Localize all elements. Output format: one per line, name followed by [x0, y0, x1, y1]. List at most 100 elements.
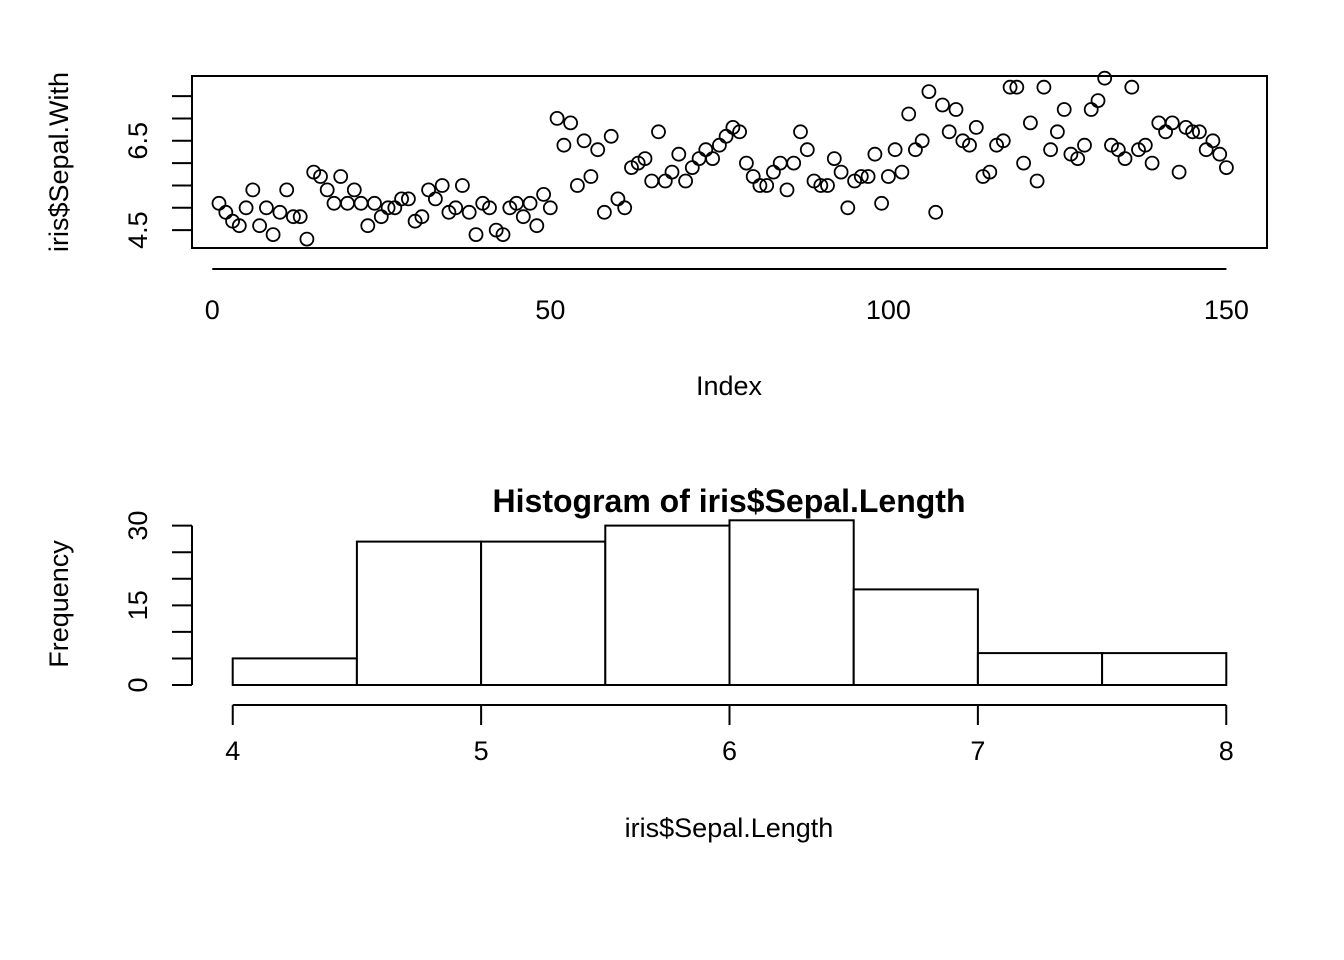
scatter-point: [1205, 133, 1221, 149]
scatter-point: [610, 191, 626, 207]
scatter-point: [881, 169, 896, 184]
scatter-point: [583, 169, 599, 184]
scatter-point: [732, 124, 747, 140]
scatter-point: [360, 218, 376, 234]
scatter-y-axis: 4.5 6.5: [123, 95, 192, 249]
scatter-point: [698, 142, 714, 158]
scatter-point: [1219, 160, 1234, 176]
scatter-point: [962, 137, 977, 153]
scatter-point: [434, 178, 450, 193]
scatter-y-tick-label: 6.5: [123, 122, 153, 160]
scatter-point: [671, 146, 687, 162]
scatter-point: [766, 164, 781, 180]
scatter-point: [373, 209, 389, 225]
scatter-point: [1083, 102, 1099, 117]
scatter-point: [515, 209, 531, 225]
scatter-point: [231, 218, 247, 234]
scatter-point: [1164, 115, 1180, 131]
scatter-point: [1171, 164, 1187, 180]
scatter-point: [326, 195, 342, 211]
scatter-point: [678, 173, 693, 189]
scatter-point: [353, 195, 369, 211]
scatter-point: [603, 128, 619, 144]
scatter-point: [1137, 137, 1153, 153]
scatter-point: [921, 84, 937, 99]
scatter-point: [279, 182, 295, 198]
scatter-point: [840, 200, 856, 216]
scatter-point: [563, 115, 578, 131]
scatter-point: [901, 106, 917, 122]
scatter-point: [549, 111, 565, 126]
scatter-point: [556, 137, 572, 153]
scatter-x-tick-label: 100: [866, 295, 911, 325]
histogram-bar: [480, 540, 607, 686]
histogram-y-tick-label: 15: [123, 590, 153, 620]
scatter-point: [779, 182, 795, 198]
scatter-point: [745, 169, 761, 184]
histogram-x-axis: 4 5 6 7 8: [225, 704, 1234, 766]
histogram-x-tick-label: 5: [474, 736, 489, 766]
histogram-x-tick-label: 4: [225, 736, 240, 766]
scatter-point: [772, 155, 788, 171]
index-scatter-plot: 4.5 6.5 0 50 100 150 Index iris$Sepal.With: [44, 70, 1268, 401]
scatter-point: [1158, 124, 1173, 140]
scatter-point: [258, 200, 274, 216]
histogram-bar: [1101, 652, 1228, 686]
scatter-point: [853, 169, 869, 184]
histogram-bar: [852, 588, 979, 687]
scatter-point: [813, 178, 829, 193]
histogram-y-tick-label: 30: [123, 511, 153, 541]
scatter-point: [380, 200, 396, 216]
scatter-point: [461, 204, 477, 220]
scatter-point: [684, 160, 700, 176]
scatter-point: [995, 133, 1011, 149]
scatter-point: [529, 218, 545, 234]
scatter-x-tick-label: 0: [205, 295, 220, 325]
scatter-point: [1050, 124, 1065, 140]
scatter-point: [1077, 137, 1092, 153]
scatter-point: [292, 209, 308, 225]
scatter-point: [759, 178, 775, 193]
scatter-point: [826, 151, 842, 167]
histogram-bar: [231, 657, 358, 687]
scatter-point: [522, 195, 538, 211]
histogram-x-tick-label: 6: [722, 736, 737, 766]
scatter-point: [285, 209, 301, 225]
scatter-points: [211, 70, 1234, 247]
scatter-point: [272, 204, 288, 220]
scatter-point: [265, 227, 281, 243]
scatter-point: [597, 204, 612, 220]
scatter-point: [495, 227, 511, 243]
scatter-point: [691, 151, 707, 167]
scatter-point: [833, 164, 849, 180]
scatter-point: [894, 164, 910, 180]
histogram-bar: [355, 540, 483, 686]
scatter-point: [739, 155, 754, 171]
scatter-x-axis-title: Index: [696, 371, 763, 401]
scatter-x-tick-label: 150: [1204, 295, 1249, 325]
scatter-point: [536, 186, 551, 202]
histogram-x-axis-title: iris$Sepal.Length: [625, 813, 834, 843]
scatter-point: [793, 124, 808, 140]
histogram-y-tick-label: 0: [123, 677, 153, 692]
scatter-point: [935, 97, 950, 113]
scatter-point: [820, 178, 835, 193]
scatter-point: [874, 195, 889, 211]
scatter-point: [394, 191, 410, 207]
histogram-y-axis: 0 15 30: [123, 511, 193, 693]
histogram-title: Histogram of iris$Sepal.Length: [493, 483, 966, 519]
histogram-bars: [231, 519, 1228, 687]
scatter-point: [752, 178, 768, 193]
scatter-point: [590, 142, 606, 158]
scatter-point: [860, 169, 876, 184]
scatter-point: [1043, 142, 1058, 158]
scatter-point: [1009, 79, 1025, 95]
scatter-point: [218, 204, 234, 220]
scatter-point: [1192, 124, 1207, 140]
scatter-point: [245, 182, 261, 198]
scatter-plot-frame: [191, 75, 1268, 249]
scatter-point: [1023, 115, 1038, 131]
scatter-point: [313, 169, 328, 184]
